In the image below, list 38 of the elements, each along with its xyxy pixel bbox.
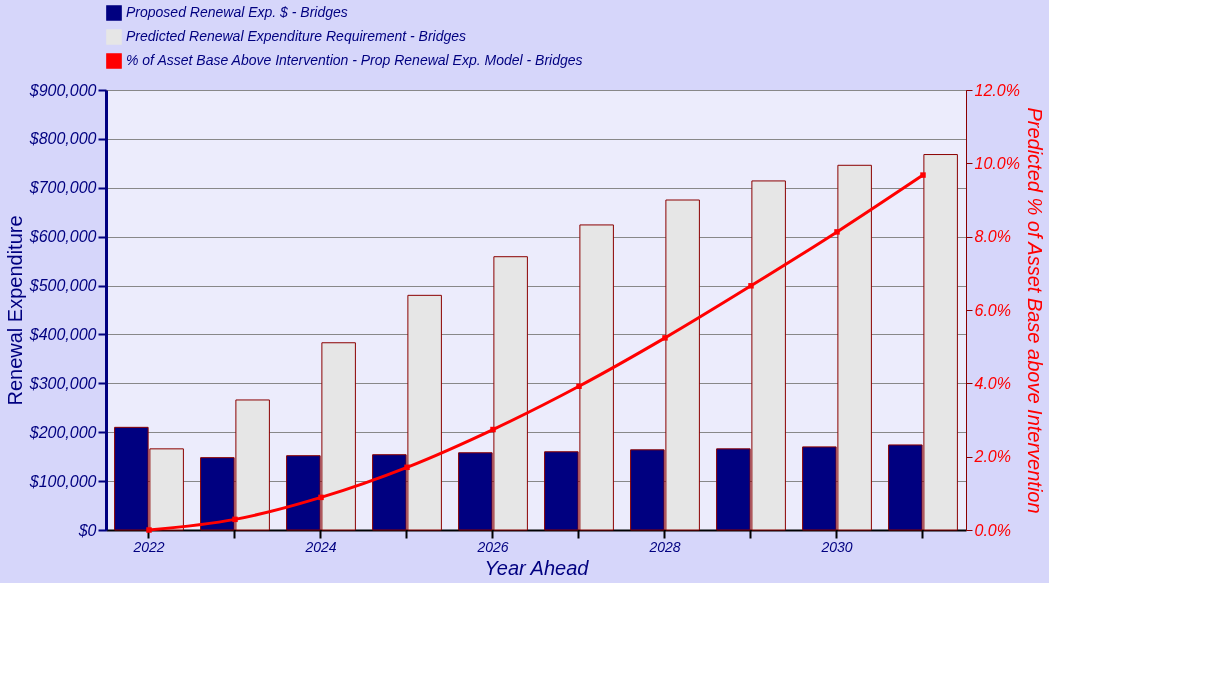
y-axis-title: Renewal Expenditure (3, 215, 26, 406)
y-tick-label: $0 (77, 521, 97, 539)
y-tick-label: $800,000 (28, 130, 97, 148)
point (490, 426, 496, 433)
point (404, 464, 410, 471)
x-tick-label: 2028 (648, 538, 681, 555)
y2-tick-label: 2.0% (973, 448, 1011, 466)
x-axis-title: Year Ahead (484, 556, 590, 579)
point (834, 229, 840, 235)
y-tick-label: $900,000 (28, 81, 97, 99)
y2-axis-title: Predicted % of Asset Base above Intervention (1023, 107, 1046, 514)
legend-label: Proposed Renewal Exp. $ - Bridges (126, 4, 348, 20)
y2-tick-label: 10.0% (974, 154, 1020, 172)
point (748, 283, 754, 289)
point (920, 172, 926, 178)
y-tick-label: $600,000 (28, 228, 97, 246)
x-tick-label: 2030 (820, 538, 853, 555)
point (318, 494, 324, 501)
point (146, 527, 152, 533)
point (576, 383, 582, 389)
y-tick-label: $500,000 (28, 277, 97, 295)
y2-tick-label: 0.0% (974, 521, 1011, 539)
y-tick-label: $400,000 (28, 325, 97, 343)
y2-tick-label: 6.0% (974, 301, 1011, 319)
x-tick-label: 2022 (132, 538, 165, 555)
y-tick-label: $700,000 (28, 179, 97, 197)
y2-tick-label: 8.0% (974, 228, 1011, 246)
y-tick-label: $200,000 (28, 423, 97, 441)
x-tick-label: 2026 (476, 538, 509, 555)
point (232, 516, 238, 523)
legend-label: % of Asset Base Above Intervention - Prop Renewal Exp. Model - Bridges (126, 52, 583, 68)
y2-tick-label: 4.0% (974, 374, 1011, 392)
y-tick-label: $100,000 (28, 472, 97, 490)
x-tick-label: 2024 (304, 538, 337, 555)
y2-tick-label: 12.0% (974, 81, 1020, 99)
legend-label: Predicted Renewal Expenditure Requirement - Bridges (126, 28, 467, 44)
point (662, 335, 668, 341)
y-tick-label: $300,000 (28, 374, 97, 392)
